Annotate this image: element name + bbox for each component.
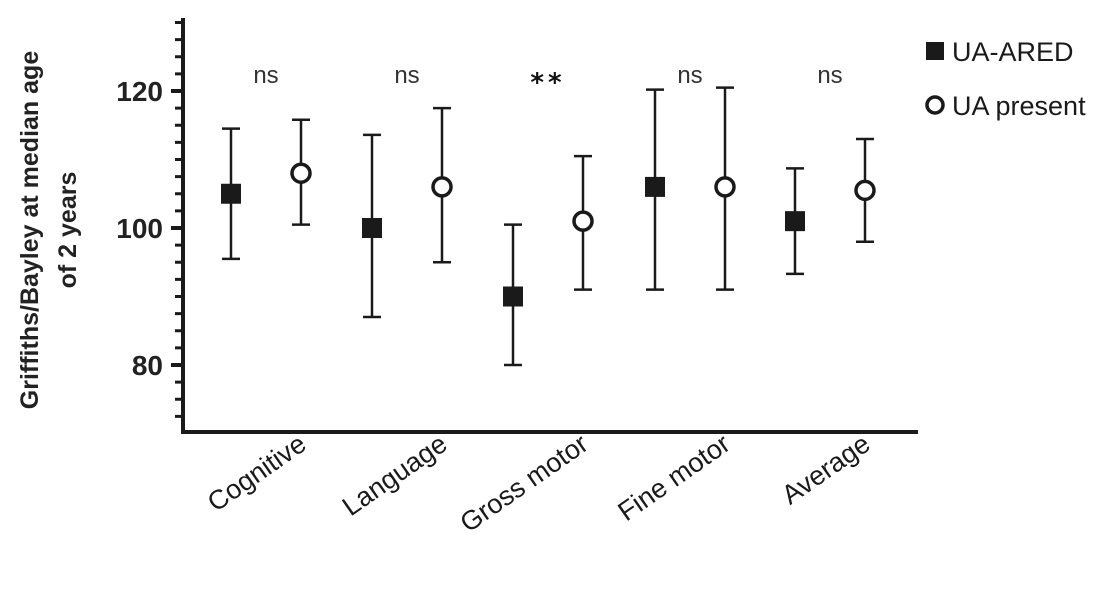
x-category-label: Average [776, 428, 875, 510]
marker-ua-ared [645, 176, 665, 197]
marker-ua-present [431, 176, 453, 198]
marker-ua-present [572, 210, 594, 232]
significance-label: ** [530, 68, 565, 98]
y-axis-title: Griffiths/Bayley at median age of 2 year… [16, 51, 82, 410]
legend-marker-ua-present [925, 95, 945, 115]
marker-ua-ared [362, 218, 382, 238]
x-category-label: Language [337, 428, 453, 521]
legend-label: UA-ARED [952, 37, 1074, 67]
marker-ua-present [854, 179, 876, 202]
error-bars [222, 86, 874, 367]
legend: UA-ARED UA present [925, 37, 1086, 121]
markers [221, 162, 876, 307]
y-ticks: 80 100 120 [116, 21, 183, 418]
significance-label: ns [817, 62, 842, 89]
significance-label: ns [677, 62, 702, 89]
y-axis-title-line1: Griffiths/Bayley at median age [16, 51, 44, 410]
marker-ua-present [290, 162, 312, 184]
x-category-label: Cognitive [202, 428, 311, 517]
x-axis-labels: Cognitive Language Gross motor Fine motor Av… [202, 428, 875, 538]
y-tick-label: 100 [116, 213, 163, 244]
marker-ua-ared [503, 286, 523, 307]
significance-labels: ns ns ** ns ns [253, 62, 842, 98]
y-tick-label: 80 [132, 350, 163, 381]
y-axis-title-line2: of 2 years [54, 172, 82, 289]
marker-ua-present [714, 176, 736, 198]
marker-ua-ared [221, 183, 241, 204]
marker-ua-ared [785, 211, 805, 232]
legend-marker-ua-ared [926, 42, 944, 60]
significance-label: ns [394, 62, 419, 89]
legend-label: UA present [952, 91, 1086, 121]
x-category-label: Gross motor [455, 428, 594, 538]
y-tick-label: 120 [116, 76, 163, 107]
significance-label: ns [253, 62, 278, 89]
x-category-label: Fine motor [613, 428, 736, 527]
